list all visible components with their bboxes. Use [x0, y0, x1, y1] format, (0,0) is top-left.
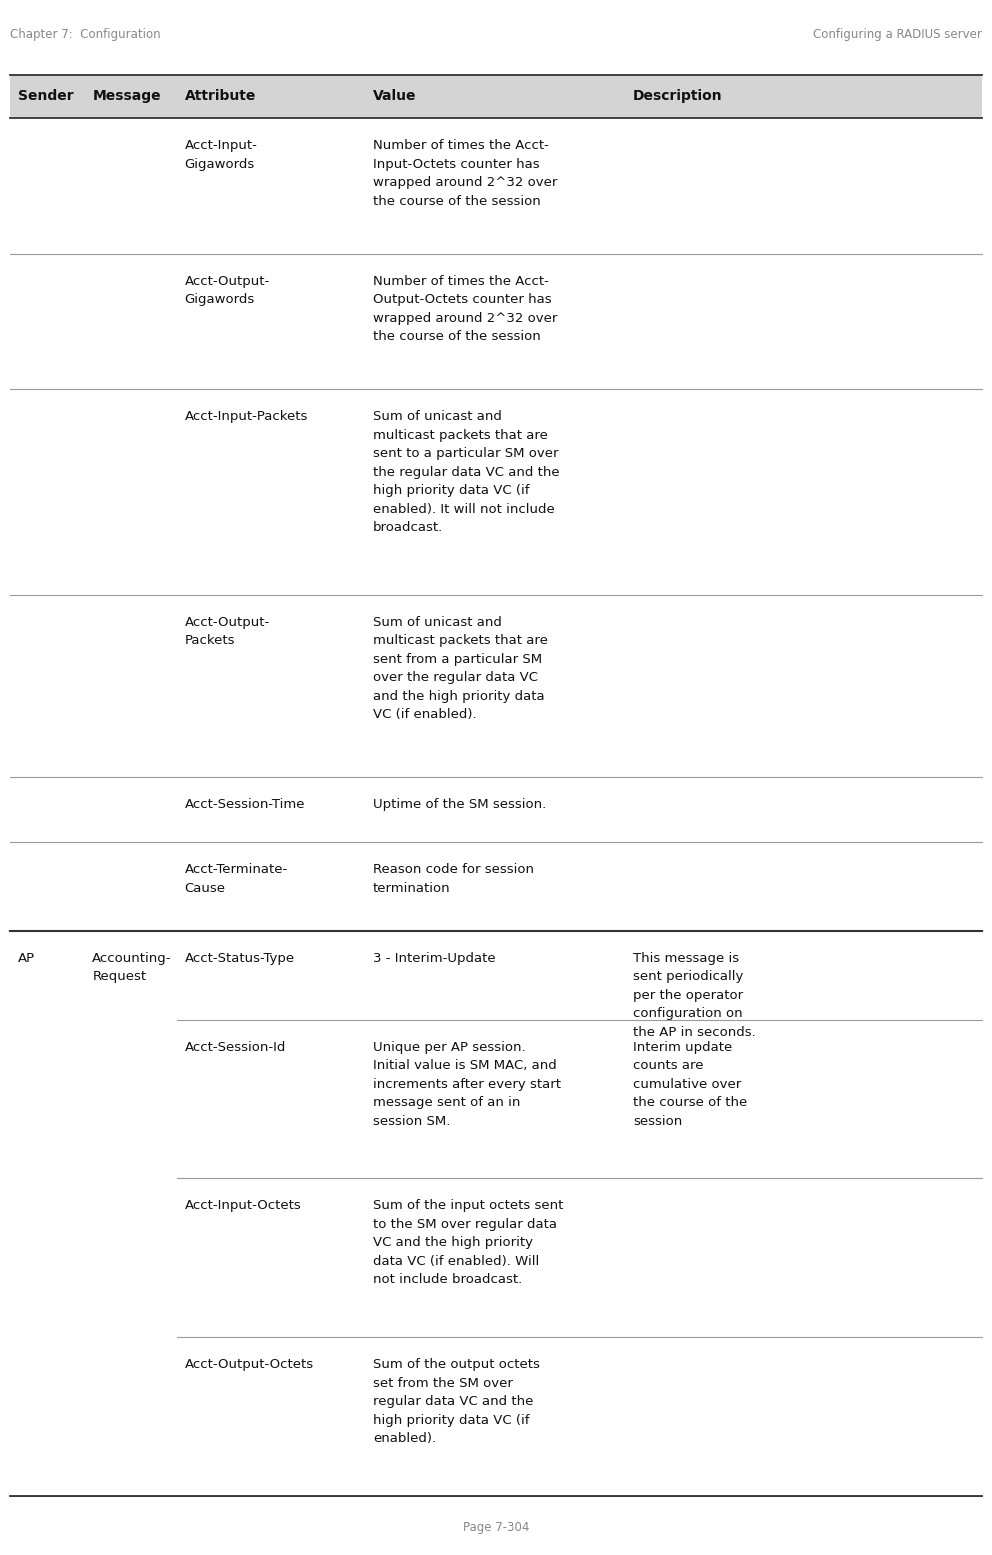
Text: Accounting-
Request: Accounting- Request: [92, 952, 172, 983]
Text: Acct-Output-
Gigawords: Acct-Output- Gigawords: [185, 275, 270, 306]
Text: Message: Message: [92, 89, 161, 104]
Text: Attribute: Attribute: [185, 89, 256, 104]
Text: Sum of the output octets
set from the SM over
regular data VC and the
high prior: Sum of the output octets set from the SM…: [373, 1358, 540, 1445]
Text: Acct-Status-Type: Acct-Status-Type: [185, 952, 295, 964]
Text: Interim update
counts are
cumulative over
the course of the
session: Interim update counts are cumulative ove…: [633, 1040, 747, 1127]
Text: Acct-Session-Id: Acct-Session-Id: [185, 1040, 286, 1054]
Text: Uptime of the SM session.: Uptime of the SM session.: [373, 798, 547, 810]
Text: Reason code for session
termination: Reason code for session termination: [373, 863, 534, 894]
Text: Sum of unicast and
multicast packets that are
sent from a particular SM
over the: Sum of unicast and multicast packets tha…: [373, 616, 548, 722]
Text: Sender: Sender: [18, 89, 73, 104]
Bar: [10, 75, 982, 118]
Text: Sum of unicast and
multicast packets that are
sent to a particular SM over
the r: Sum of unicast and multicast packets tha…: [373, 411, 559, 533]
Text: Acct-Session-Time: Acct-Session-Time: [185, 798, 305, 810]
Text: Acct-Input-Octets: Acct-Input-Octets: [185, 1199, 302, 1213]
Text: Acct-Output-Octets: Acct-Output-Octets: [185, 1358, 313, 1372]
Text: Description: Description: [633, 89, 722, 104]
Text: This message is
sent periodically
per the operator
configuration on
the AP in se: This message is sent periodically per th…: [633, 952, 756, 1039]
Text: Value: Value: [373, 89, 417, 104]
Text: AP: AP: [18, 952, 35, 964]
Text: Number of times the Acct-
Input-Octets counter has
wrapped around 2^32 over
the : Number of times the Acct- Input-Octets c…: [373, 140, 558, 208]
Text: Sum of the input octets sent
to the SM over regular data
VC and the high priorit: Sum of the input octets sent to the SM o…: [373, 1199, 563, 1286]
Text: Acct-Terminate-
Cause: Acct-Terminate- Cause: [185, 863, 288, 894]
Text: Number of times the Acct-
Output-Octets counter has
wrapped around 2^32 over
the: Number of times the Acct- Output-Octets …: [373, 275, 558, 344]
Text: Configuring a RADIUS server: Configuring a RADIUS server: [813, 28, 982, 40]
Text: Acct-Input-
Gigawords: Acct-Input- Gigawords: [185, 140, 257, 171]
Text: Acct-Output-
Packets: Acct-Output- Packets: [185, 616, 270, 647]
Text: Unique per AP session.
Initial value is SM MAC, and
increments after every start: Unique per AP session. Initial value is …: [373, 1040, 561, 1127]
Text: Page 7-304: Page 7-304: [463, 1521, 529, 1533]
Text: 3 - Interim-Update: 3 - Interim-Update: [373, 952, 496, 964]
Text: Chapter 7:  Configuration: Chapter 7: Configuration: [10, 28, 161, 40]
Text: Acct-Input-Packets: Acct-Input-Packets: [185, 411, 308, 423]
